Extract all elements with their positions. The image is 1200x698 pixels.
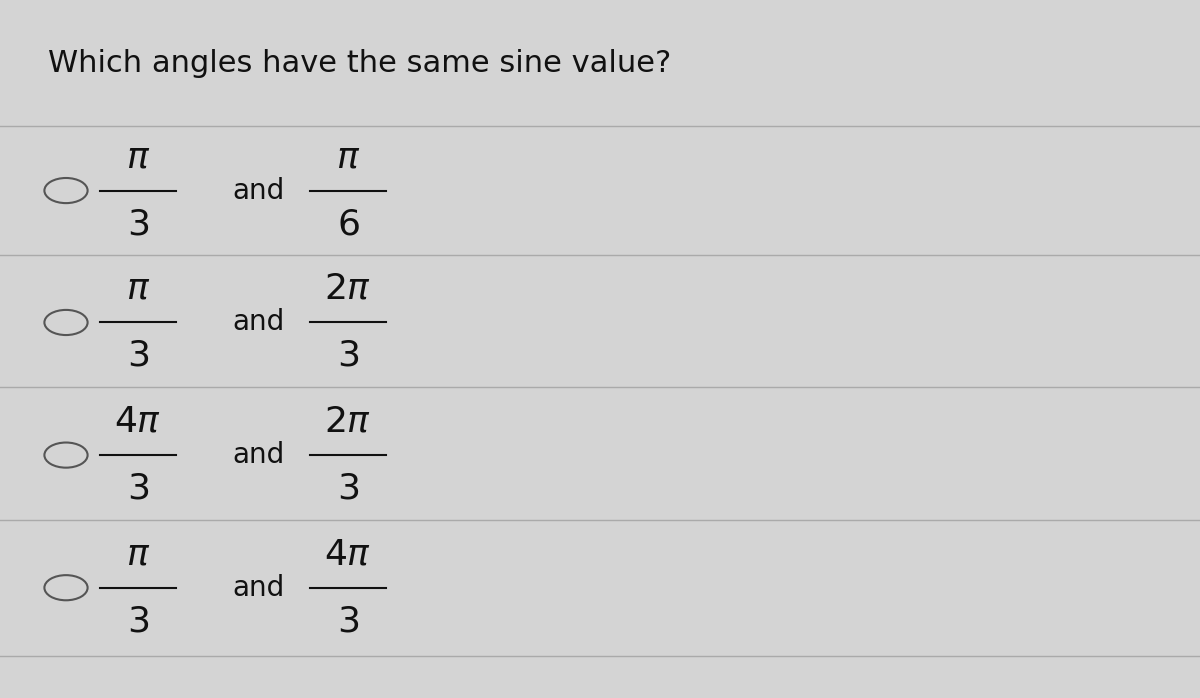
Text: $2\pi$: $2\pi$ — [324, 272, 372, 306]
Text: $4\pi$: $4\pi$ — [324, 537, 372, 571]
Text: $3$: $3$ — [127, 339, 149, 373]
Text: $4\pi$: $4\pi$ — [114, 405, 162, 438]
Text: and: and — [232, 574, 284, 602]
Text: $\pi$: $\pi$ — [126, 537, 150, 571]
Text: $3$: $3$ — [337, 339, 359, 373]
Text: $\pi$: $\pi$ — [336, 140, 360, 174]
Text: $3$: $3$ — [127, 207, 149, 241]
Text: $3$: $3$ — [127, 472, 149, 505]
Text: and: and — [232, 441, 284, 469]
Text: $\pi$: $\pi$ — [126, 272, 150, 306]
Text: $3$: $3$ — [337, 604, 359, 638]
Text: $\pi$: $\pi$ — [126, 140, 150, 174]
Text: and: and — [232, 177, 284, 205]
Text: $2\pi$: $2\pi$ — [324, 405, 372, 438]
Text: $3$: $3$ — [127, 604, 149, 638]
Text: $3$: $3$ — [337, 472, 359, 505]
Text: Which angles have the same sine value?: Which angles have the same sine value? — [48, 49, 671, 78]
Text: and: and — [232, 309, 284, 336]
Text: $6$: $6$ — [337, 207, 359, 241]
